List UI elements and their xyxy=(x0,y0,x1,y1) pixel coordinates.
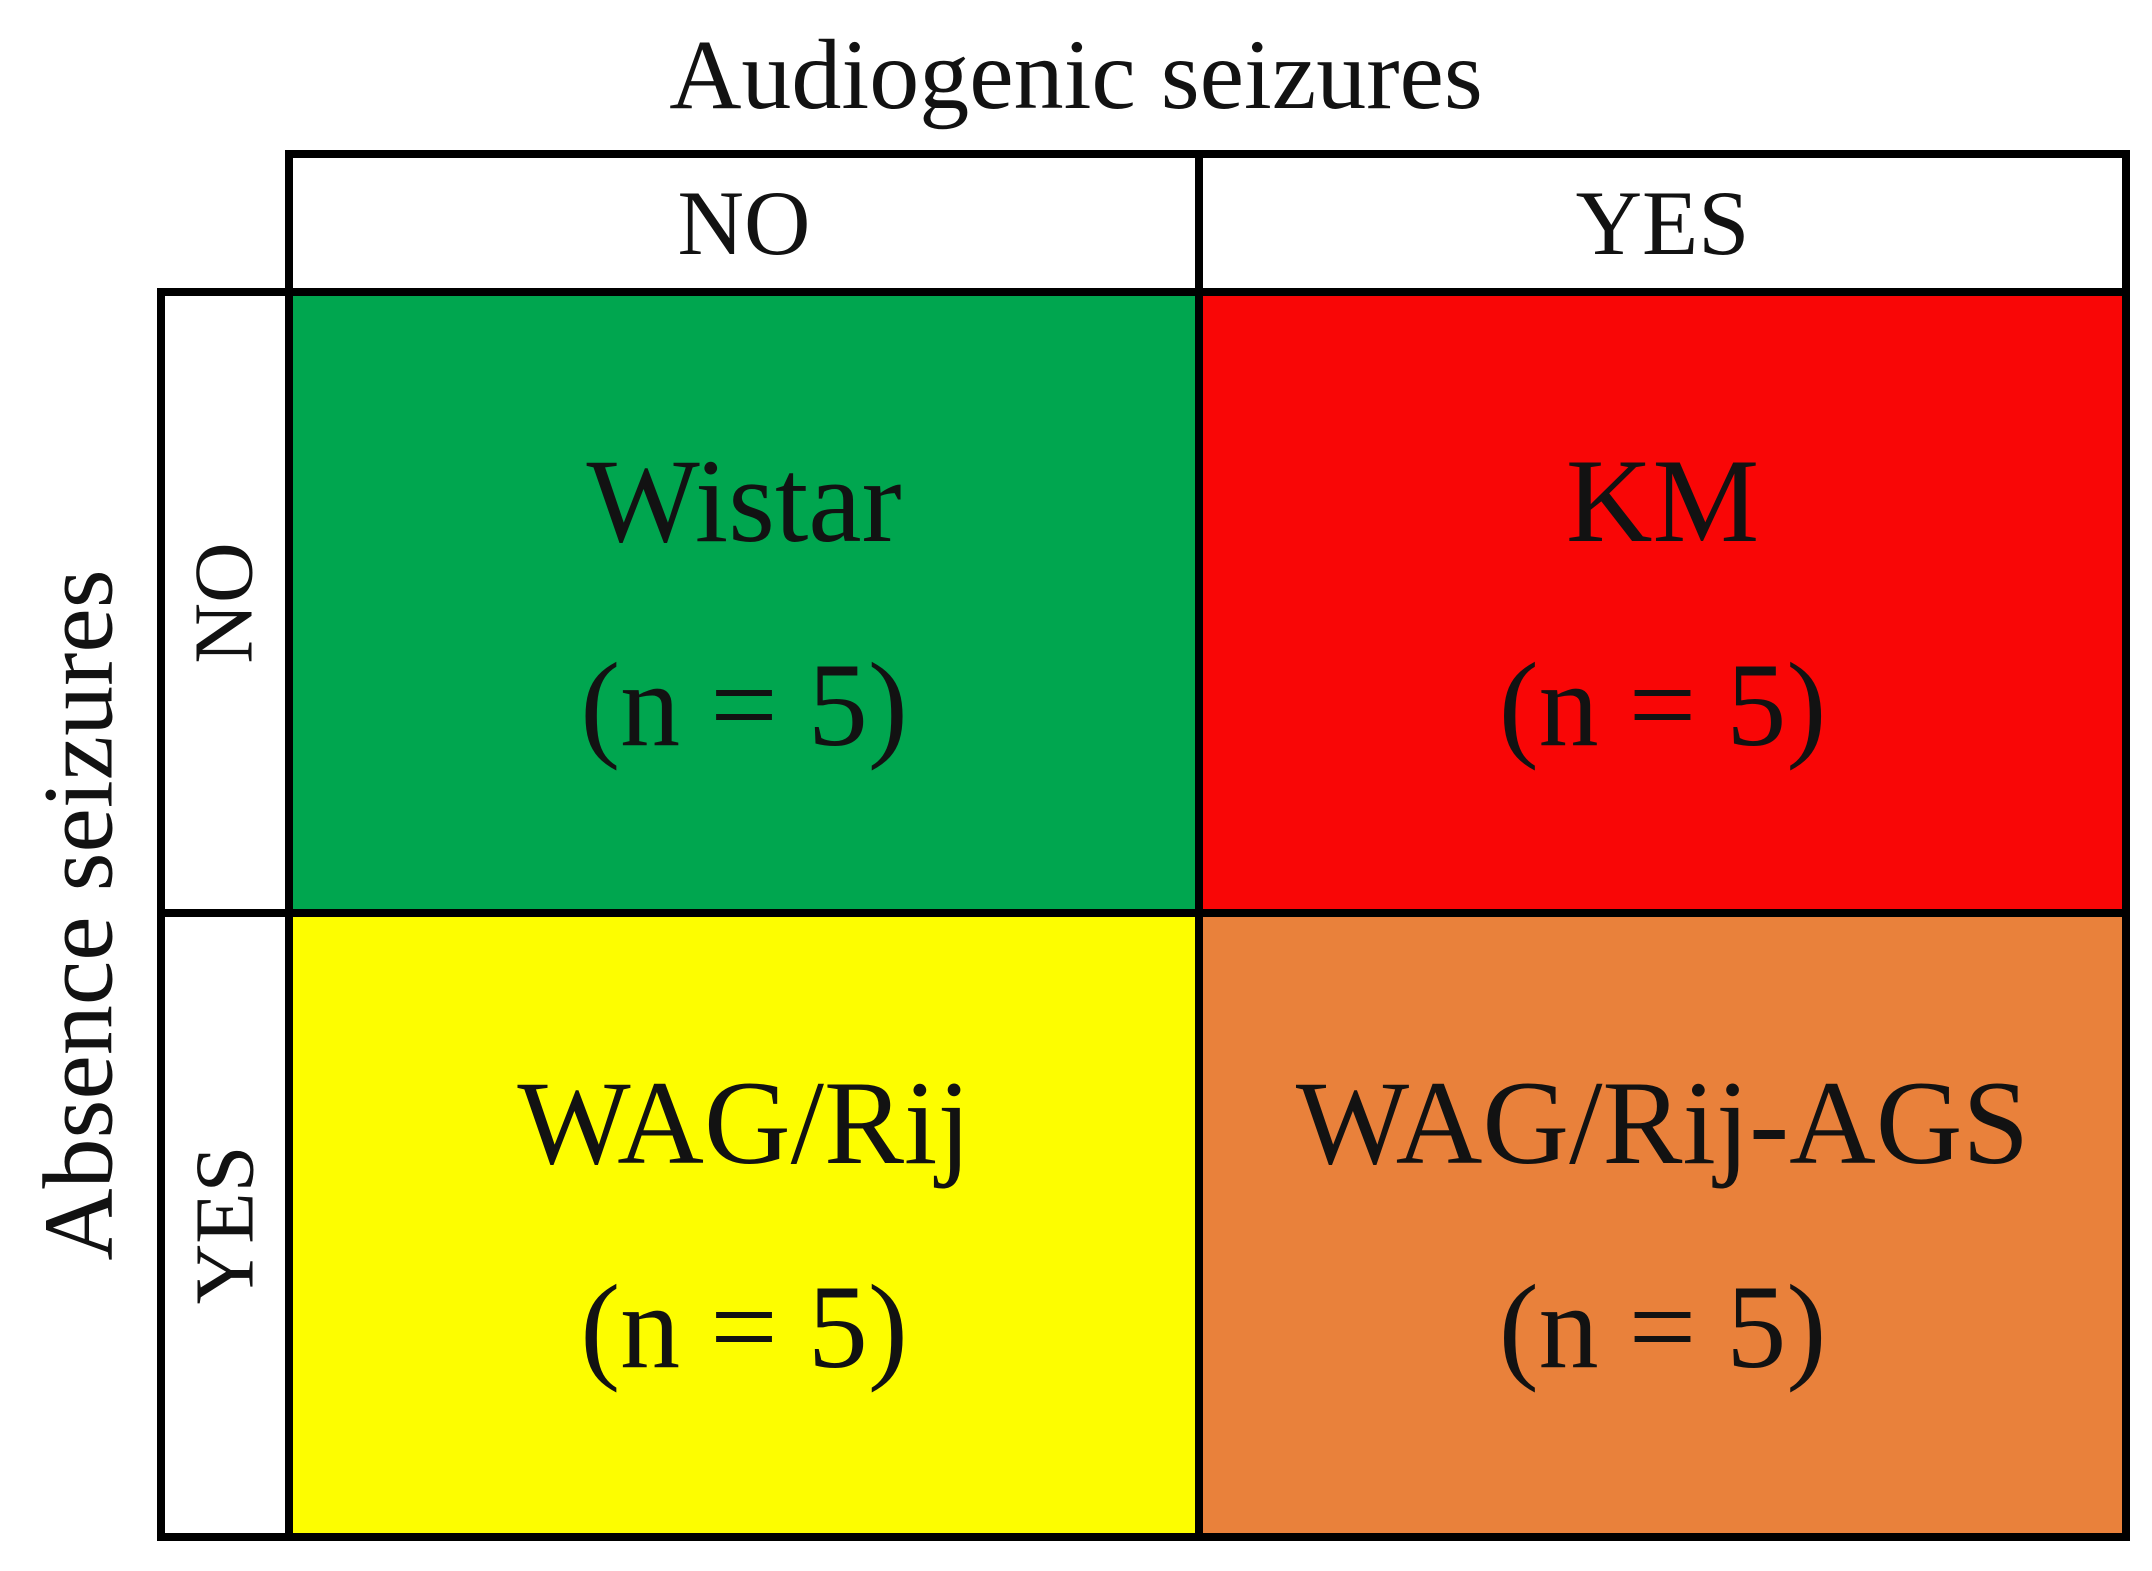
row-header-yes: YES xyxy=(178,1145,272,1305)
cell-wistar: Wistar (n = 5) xyxy=(293,296,1195,909)
row-header-no-cell: NO xyxy=(165,296,285,909)
row-axis-title: Absence seizures xyxy=(22,568,134,1261)
row-header-no: NO xyxy=(178,541,272,664)
sample-size: (n = 5) xyxy=(1498,637,1827,771)
sample-size: (n = 5) xyxy=(580,1260,908,1393)
row-header-column: NO YES xyxy=(157,288,293,1541)
row-header-yes-cell: YES xyxy=(165,917,285,1533)
grid-line-horizontal xyxy=(165,909,285,917)
strain-name: KM xyxy=(1565,433,1760,567)
grid-line-vertical xyxy=(1195,158,1203,288)
cell-wag-rij-ags: WAG/Rij-AGS (n = 5) xyxy=(1203,917,2122,1533)
column-header-no: NO xyxy=(293,158,1195,288)
sample-size: (n = 5) xyxy=(1498,1260,1827,1393)
strain-name: WAG/Rij-AGS xyxy=(1295,1056,2030,1189)
cell-km: KM (n = 5) xyxy=(1203,296,2122,909)
row-axis-label-wrap: Absence seizures xyxy=(0,288,157,1541)
matrix: Wistar (n = 5) KM (n = 5) WAG/Rij (n = 5… xyxy=(285,288,2130,1541)
column-axis-title: Audiogenic seizures xyxy=(669,19,1483,130)
strain-name: WAG/Rij xyxy=(517,1056,971,1189)
sample-size: (n = 5) xyxy=(580,637,908,771)
cell-wag-rij: WAG/Rij (n = 5) xyxy=(293,917,1195,1533)
column-header-row: NO YES xyxy=(285,150,2130,296)
column-header-yes: YES xyxy=(1203,158,2122,288)
strain-name: Wistar xyxy=(586,433,902,567)
